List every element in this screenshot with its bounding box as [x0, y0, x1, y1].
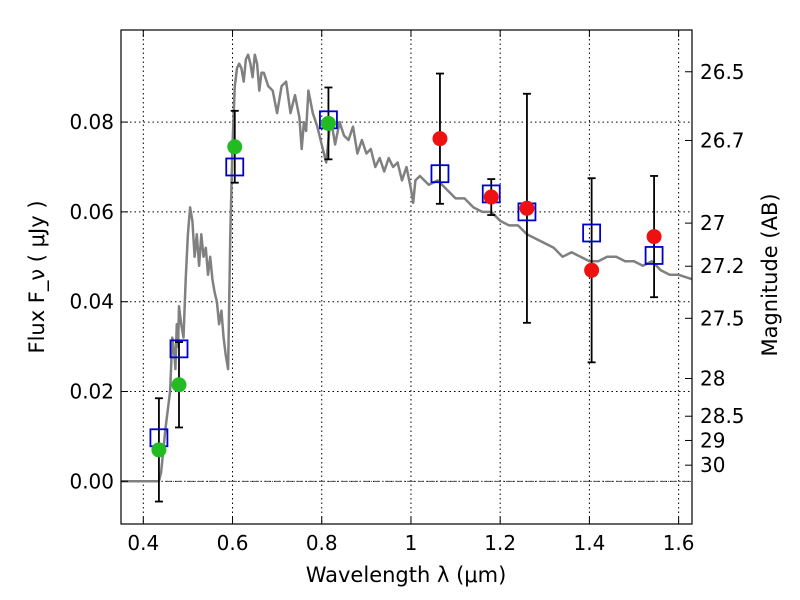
y-tick-label: 0.00	[69, 469, 114, 493]
observed-point	[171, 377, 187, 393]
x-tick-label: 1.6	[663, 531, 695, 555]
right-tick-label: 27	[700, 211, 725, 235]
grid-lines	[121, 30, 692, 524]
model-photometry-square	[225, 157, 245, 177]
observed-point	[584, 262, 600, 278]
right-tick-label: 27.2	[700, 254, 745, 278]
plot-frame	[120, 29, 693, 525]
right-tick-label: 26.5	[700, 60, 745, 84]
y-axis-ticks: 0.00 0.02 0.04 0.06 0.08	[69, 110, 128, 493]
right-tick-label: 30	[700, 453, 725, 477]
model-spectrum-line	[121, 53, 693, 483]
x-tick-label: 1	[405, 531, 418, 555]
y-axis-label: Flux F_ν ( μJy )	[25, 200, 50, 353]
y-tick-label: 0.02	[69, 380, 114, 404]
model-photometry-square	[169, 339, 189, 359]
y-tick-label: 0.04	[69, 290, 114, 314]
model-photometry-square	[582, 223, 602, 243]
x-tick-label: 0.6	[217, 531, 249, 555]
right-tick-label: 26.7	[700, 128, 745, 152]
model-photometry-squares	[149, 110, 664, 448]
x-axis-ticks: 0.4 0.6 0.8 1 1.2 1.4 1.6	[127, 30, 695, 555]
right-axis-label: Magnitude (AB)	[758, 193, 782, 356]
model-photometry-square	[430, 164, 450, 184]
observed-points	[151, 115, 662, 458]
y-tick-label: 0.06	[69, 200, 114, 224]
right-tick-label: 28	[700, 366, 725, 390]
x-tick-label: 1.4	[573, 531, 605, 555]
x-tick-label: 1.2	[484, 531, 516, 555]
x-tick-label: 0.8	[306, 531, 338, 555]
observed-point	[646, 229, 662, 245]
model-photometry-square	[644, 246, 664, 265]
observed-point	[320, 115, 336, 131]
right-tick-label: 28.5	[700, 404, 745, 428]
y-tick-label: 0.08	[69, 110, 114, 134]
right-tick-label: 27.5	[700, 306, 745, 330]
right-tick-label: 29	[700, 428, 725, 452]
observed-point	[227, 139, 243, 155]
observed-point	[519, 200, 535, 216]
x-tick-label: 0.4	[127, 531, 159, 555]
x-axis-label: Wavelength λ (μm)	[306, 563, 507, 587]
observed-point	[432, 131, 448, 147]
observed-point	[151, 442, 167, 458]
observed-point	[483, 189, 499, 205]
